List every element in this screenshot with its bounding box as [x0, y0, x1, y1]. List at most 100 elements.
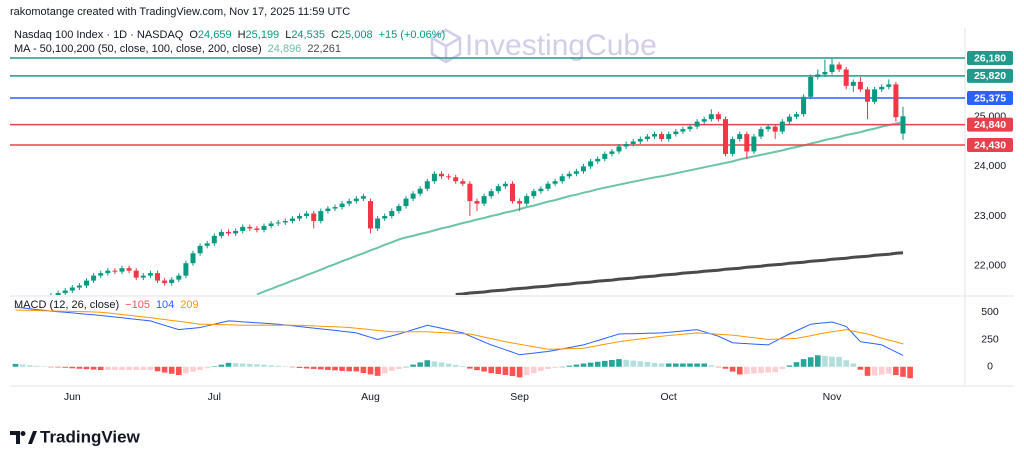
histogram-bar [431, 361, 438, 367]
histogram-bar [680, 363, 686, 367]
level-label: 26,180 [974, 52, 1006, 64]
histogram-bar [907, 366, 913, 379]
histogram-bar [637, 361, 644, 367]
candle-body [162, 280, 168, 284]
histogram-bar [736, 366, 743, 375]
histogram-bar [495, 366, 502, 374]
candle-body [169, 279, 175, 284]
histogram-bar [396, 366, 402, 369]
candle-body [857, 81, 863, 90]
histogram-bar [190, 366, 196, 372]
histogram-bar [587, 362, 594, 367]
candle-body [701, 119, 707, 122]
candle-body [275, 222, 281, 224]
histogram-bar [254, 364, 260, 367]
candle-body [176, 275, 182, 280]
candle-body [616, 146, 622, 152]
histogram-bar [232, 363, 239, 367]
histogram-bar [76, 366, 83, 369]
candle-body [218, 231, 224, 236]
histogram-bar [12, 363, 19, 367]
level-label: 25,820 [974, 70, 1006, 82]
x-tick-label: Jul [208, 391, 221, 403]
candle-body [552, 181, 558, 184]
candle-body [62, 290, 68, 294]
histogram-bar [765, 366, 771, 373]
histogram-bar [381, 366, 388, 374]
candle-body [268, 223, 274, 226]
histogram-bar [467, 366, 473, 369]
candle-body [680, 129, 686, 132]
macd-line [15, 306, 904, 356]
candle-body [673, 131, 679, 135]
histogram-bar [83, 366, 90, 370]
histogram-bar [325, 366, 331, 370]
y-tick-label: 24,000 [974, 160, 1006, 172]
legend-item: H [238, 29, 246, 41]
candle-body [488, 191, 494, 197]
candle-body [566, 173, 572, 177]
histogram-bar [602, 360, 608, 367]
candle-body [779, 121, 785, 132]
candle-body [786, 116, 792, 122]
candle-body [226, 231, 231, 234]
histogram-bar [829, 356, 835, 367]
histogram-bar [843, 360, 849, 367]
candle-body [822, 71, 828, 75]
candle-body [652, 134, 657, 137]
candle-body [410, 193, 416, 199]
candle-body [453, 177, 459, 182]
signal-line [15, 309, 904, 350]
candle-body [481, 196, 487, 204]
legend-item: O [189, 29, 198, 41]
histogram-bar [112, 366, 118, 371]
histogram-bar [353, 366, 360, 372]
histogram-bar [871, 366, 878, 376]
level-label: 24,840 [974, 119, 1006, 131]
legend: Nasdaq 100 Index · 1D · NASDAQ O24,659 H25… [14, 29, 445, 41]
histogram-bar [154, 366, 161, 372]
candle-body [495, 186, 501, 192]
candle-body [687, 126, 693, 130]
macd-legend-value: 104 [156, 299, 174, 311]
histogram-bar [886, 366, 892, 374]
histogram-bar [687, 363, 693, 367]
candle-body [723, 119, 728, 154]
candle-body [865, 89, 870, 102]
candle-body [105, 270, 111, 274]
candle-body [417, 188, 423, 194]
histogram-bar [225, 362, 232, 367]
histogram-bar [644, 361, 651, 367]
candle-body [872, 89, 878, 102]
histogram-bar [545, 366, 551, 369]
histogram-bar [161, 366, 168, 373]
candle-body [119, 268, 125, 272]
y-tick-label: 500 [981, 306, 999, 318]
logo-icon [10, 431, 37, 444]
candle-body [829, 64, 835, 72]
credit: rakomotange created with TradingView.com… [10, 6, 350, 18]
histogram-bar [793, 362, 800, 367]
candle-body [289, 218, 295, 221]
candle-body [538, 188, 544, 192]
histogram-bar [878, 366, 885, 375]
histogram-bar [694, 363, 700, 367]
candle-body [765, 126, 771, 130]
candle-body [502, 183, 508, 187]
histogram-bar [552, 366, 558, 368]
candle-body [609, 151, 615, 154]
histogram-bar [346, 366, 352, 372]
histogram-bar [822, 355, 828, 367]
candle-body [815, 74, 821, 77]
legend-item: L [285, 29, 291, 41]
histogram-bar [197, 366, 203, 371]
histogram-bar [815, 355, 821, 367]
y-tick-label: 22,000 [974, 259, 1006, 271]
histogram-bar [69, 366, 76, 369]
candle-body [744, 134, 750, 152]
histogram-bar [715, 366, 722, 368]
candle-body [368, 201, 373, 229]
candle-body [460, 181, 466, 184]
legend-item: 25,008 [339, 29, 373, 41]
histogram-bar [701, 363, 707, 367]
